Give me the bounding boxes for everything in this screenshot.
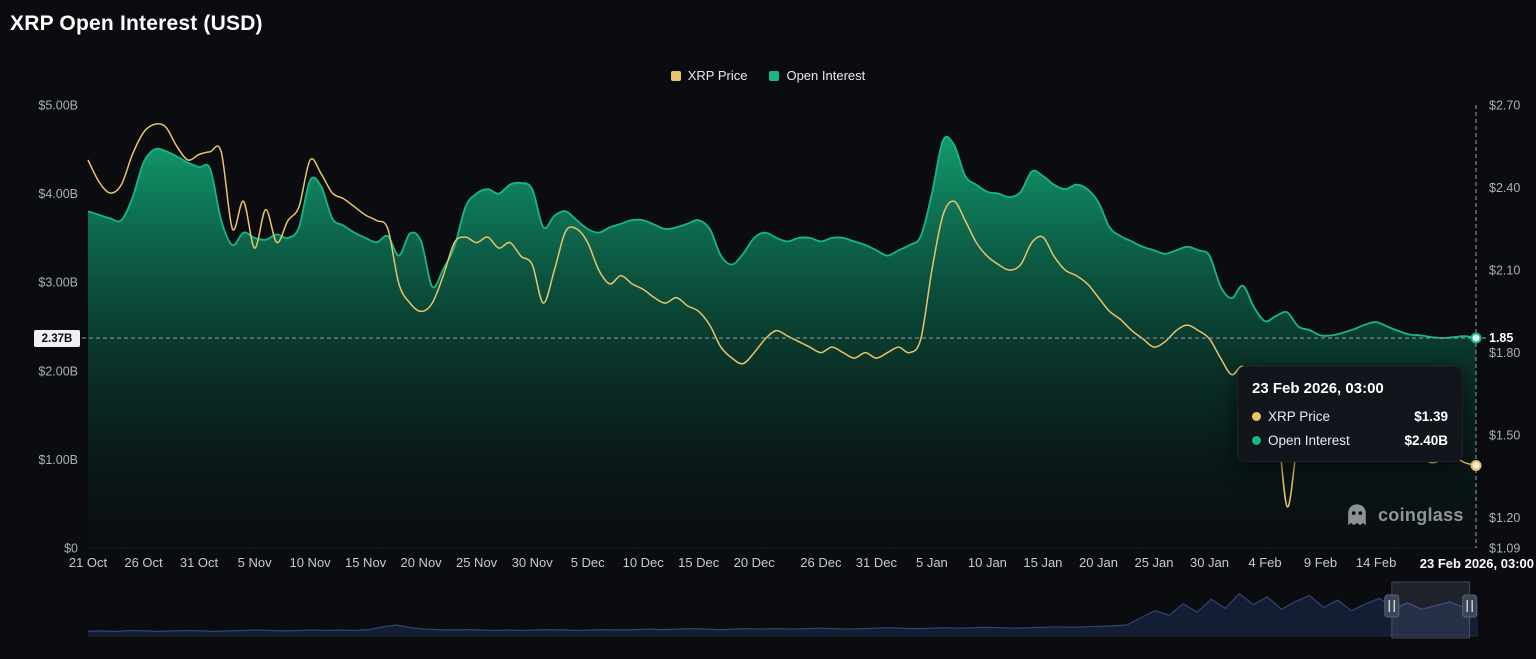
x-axis-label: 15 Nov <box>345 555 387 570</box>
right-axis-label: $2.40 <box>1489 181 1520 195</box>
x-axis-label: 26 Dec <box>800 555 842 570</box>
left-axis-label: $2.00B <box>38 364 78 378</box>
crosshair-date-label: 23 Feb 2026, 03:00 <box>1420 556 1534 571</box>
navigator-handle-left[interactable] <box>1385 595 1399 617</box>
chart-panel: XRP Open Interest (USD) XRP PriceOpen In… <box>0 0 1536 659</box>
x-axis-label: 31 Oct <box>180 555 219 570</box>
navigator-handle-right[interactable] <box>1463 595 1477 617</box>
right-axis-label: $2.10 <box>1489 264 1520 278</box>
right-axis-label: $1.09 <box>1489 542 1520 556</box>
x-axis-label: 30 Jan <box>1190 555 1229 570</box>
series-dot-icon <box>1252 412 1261 421</box>
x-axis-label: 25 Nov <box>456 555 498 570</box>
left-axis-label: $4.00B <box>38 187 78 201</box>
x-axis-label: 5 Jan <box>916 555 948 570</box>
left-axis-label: $3.00B <box>38 276 78 290</box>
x-axis-label: 10 Dec <box>623 555 665 570</box>
x-axis-label: 20 Jan <box>1079 555 1118 570</box>
tooltip-rows: XRP Price $1.39 Open Interest $2.40B <box>1252 409 1448 448</box>
x-axis-label: 20 Nov <box>400 555 442 570</box>
x-axis-label: 30 Nov <box>512 555 554 570</box>
x-axis-label: 26 Oct <box>124 555 163 570</box>
x-axis-label: 5 Dec <box>571 555 605 570</box>
tooltip-series-label: Open Interest <box>1268 433 1350 448</box>
crosshair-price-badge: 1.85 <box>1489 331 1513 345</box>
x-axis-label: 9 Feb <box>1304 555 1337 570</box>
x-axis-label: 10 Nov <box>289 555 331 570</box>
watermark: coinglass <box>1344 502 1464 528</box>
x-axis-label: 5 Nov <box>238 555 272 570</box>
open-interest-marker <box>1472 334 1481 343</box>
x-axis-label: 14 Feb <box>1356 555 1396 570</box>
range-navigator[interactable] <box>88 582 1478 638</box>
tooltip-series-value: $2.40B <box>1404 433 1448 448</box>
navigator-area <box>88 594 1478 636</box>
navigator-window[interactable] <box>1392 582 1470 638</box>
left-axis-label: $1.00B <box>38 453 78 467</box>
x-axis-label: 31 Dec <box>856 555 898 570</box>
right-axis-label: $1.80 <box>1489 346 1520 360</box>
x-axis-label: 4 Feb <box>1248 555 1281 570</box>
series-dot-icon <box>1252 436 1261 445</box>
tooltip-series-value: $1.39 <box>1414 409 1448 424</box>
right-axis-label: $1.50 <box>1489 429 1520 443</box>
x-axis-label: 15 Jan <box>1023 555 1062 570</box>
xrp-price-marker <box>1472 461 1481 470</box>
x-axis-label: 20 Dec <box>734 555 776 570</box>
right-axis-label: $1.20 <box>1489 511 1520 525</box>
x-axis-label: 10 Jan <box>968 555 1007 570</box>
right-axis-label: $2.70 <box>1489 99 1520 113</box>
tooltip-date: 23 Feb 2026, 03:00 <box>1252 380 1448 397</box>
x-axis-label: 15 Dec <box>678 555 720 570</box>
crosshair-oi-badge: 2.37B <box>34 330 80 347</box>
left-axis-label: $0 <box>64 542 78 556</box>
main-chart[interactable]: $0 $1.00B $2.00B $3.00B $4.00B $5.00B $1.09 $1.… <box>0 0 1536 659</box>
x-axis-label: 25 Jan <box>1134 555 1173 570</box>
coinglass-logo-icon <box>1344 502 1370 528</box>
left-axis-label: $5.00B <box>38 99 78 113</box>
tooltip-row-xrp-price: XRP Price $1.39 <box>1252 409 1448 424</box>
open-interest-area <box>88 137 1476 548</box>
tooltip: 23 Feb 2026, 03:00 XRP Price $1.39 Open In… <box>1237 366 1463 462</box>
watermark-label: coinglass <box>1378 505 1464 526</box>
x-axis-label: 21 Oct <box>69 555 108 570</box>
tooltip-series-label: XRP Price <box>1268 409 1330 424</box>
tooltip-row-open-interest: Open Interest $2.40B <box>1252 433 1448 448</box>
